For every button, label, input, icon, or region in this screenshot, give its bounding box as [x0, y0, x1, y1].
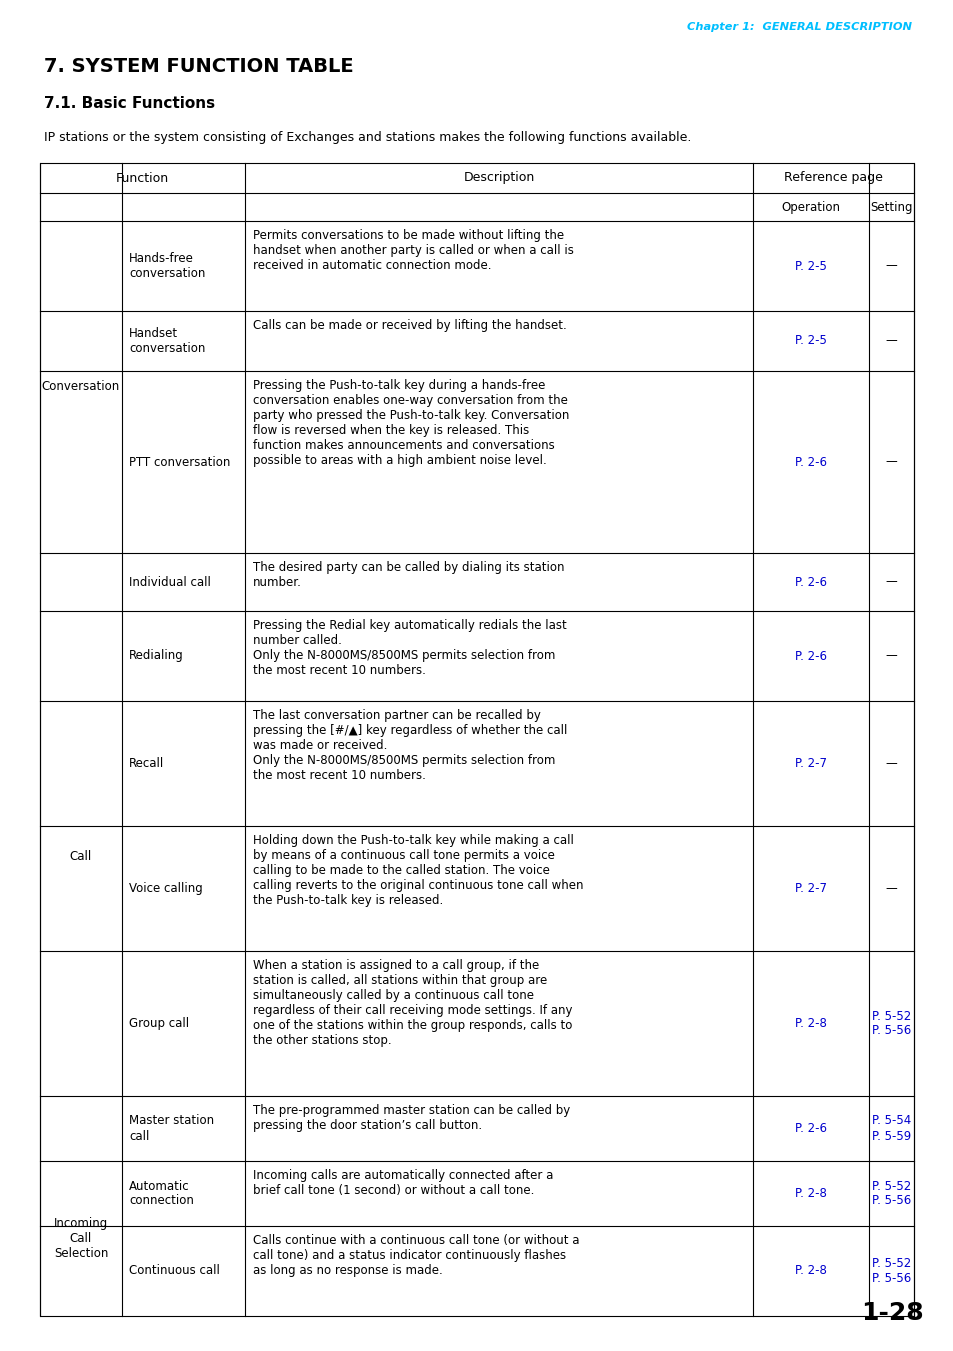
Text: Pressing the Push-to-talk key during a hands-free
conversation enables one-way c: Pressing the Push-to-talk key during a h… — [253, 380, 569, 467]
Text: Redialing: Redialing — [129, 650, 184, 662]
Text: P. 2-7: P. 2-7 — [794, 882, 826, 894]
Text: —: — — [884, 650, 897, 662]
Text: Group call: Group call — [129, 1017, 189, 1029]
Text: Individual call: Individual call — [129, 576, 211, 589]
Text: —: — — [884, 882, 897, 894]
Text: PTT conversation: PTT conversation — [129, 455, 230, 469]
Text: Handset
conversation: Handset conversation — [129, 327, 205, 355]
Text: Incoming calls are automatically connected after a
brief call tone (1 second) or: Incoming calls are automatically connect… — [253, 1169, 553, 1197]
Text: Holding down the Push-to-talk key while making a call
by means of a continuous c: Holding down the Push-to-talk key while … — [253, 834, 583, 907]
Text: P. 2-6: P. 2-6 — [794, 576, 826, 589]
Text: Automatic
connection: Automatic connection — [129, 1179, 193, 1208]
Text: P. 2-6: P. 2-6 — [794, 1121, 826, 1135]
Text: P. 5-54
P. 5-59: P. 5-54 P. 5-59 — [871, 1115, 910, 1143]
Text: Operation: Operation — [781, 200, 840, 213]
Text: Hands-free
conversation: Hands-free conversation — [129, 253, 205, 280]
Text: Chapter 1:  GENERAL DESCRIPTION: Chapter 1: GENERAL DESCRIPTION — [686, 22, 911, 32]
Text: Calls continue with a continuous call tone (or without a
call tone) and a status: Calls continue with a continuous call to… — [253, 1233, 578, 1277]
Text: —: — — [884, 757, 897, 770]
Text: Recall: Recall — [129, 757, 164, 770]
Text: P. 5-52
P. 5-56: P. 5-52 P. 5-56 — [871, 1009, 910, 1038]
Text: P. 2-5: P. 2-5 — [794, 335, 826, 347]
Text: P. 2-5: P. 2-5 — [794, 259, 826, 273]
Text: —: — — [884, 576, 897, 589]
Text: P. 2-8: P. 2-8 — [794, 1017, 826, 1029]
Text: 7. SYSTEM FUNCTION TABLE: 7. SYSTEM FUNCTION TABLE — [44, 57, 354, 76]
Text: Master station
call: Master station call — [129, 1115, 213, 1143]
Text: P. 2-8: P. 2-8 — [794, 1265, 826, 1278]
Text: Voice calling: Voice calling — [129, 882, 203, 894]
Text: The desired party can be called by dialing its station
number.: The desired party can be called by diali… — [253, 561, 564, 589]
Text: IP stations or the system consisting of Exchanges and stations makes the followi: IP stations or the system consisting of … — [44, 131, 691, 145]
Text: —: — — [884, 455, 897, 469]
Text: Call: Call — [70, 851, 92, 863]
Text: The pre-programmed master station can be called by
pressing the door station’s c: The pre-programmed master station can be… — [253, 1104, 570, 1132]
Text: Pressing the Redial key automatically redials the last
number called.
Only the N: Pressing the Redial key automatically re… — [253, 619, 566, 677]
Text: Continuous call: Continuous call — [129, 1265, 219, 1278]
Text: The last conversation partner can be recalled by
pressing the [#/▲] key regardle: The last conversation partner can be rec… — [253, 709, 567, 782]
Text: P. 5-52
P. 5-56: P. 5-52 P. 5-56 — [871, 1256, 910, 1285]
Text: Incoming
Call
Selection: Incoming Call Selection — [53, 1217, 108, 1260]
Text: Function: Function — [116, 172, 169, 185]
Text: Description: Description — [463, 172, 534, 185]
Bar — [40, 163, 913, 1316]
Text: Permits conversations to be made without lifting the
handset when another party : Permits conversations to be made without… — [253, 230, 574, 272]
Text: Reference page: Reference page — [783, 172, 882, 185]
Text: Calls can be made or received by lifting the handset.: Calls can be made or received by lifting… — [253, 319, 566, 332]
Text: Conversation: Conversation — [42, 381, 120, 393]
Text: —: — — [884, 259, 897, 273]
Text: P. 2-8: P. 2-8 — [794, 1188, 826, 1200]
Text: Setting: Setting — [869, 200, 912, 213]
Text: 7.1. Basic Functions: 7.1. Basic Functions — [44, 96, 214, 111]
Text: —: — — [884, 335, 897, 347]
Text: P. 2-6: P. 2-6 — [794, 455, 826, 469]
Text: P. 2-6: P. 2-6 — [794, 650, 826, 662]
Text: P. 5-52
P. 5-56: P. 5-52 P. 5-56 — [871, 1179, 910, 1208]
Text: P. 2-7: P. 2-7 — [794, 757, 826, 770]
Text: 1-28: 1-28 — [861, 1301, 923, 1325]
Text: When a station is assigned to a call group, if the
station is called, all statio: When a station is assigned to a call gro… — [253, 959, 572, 1047]
